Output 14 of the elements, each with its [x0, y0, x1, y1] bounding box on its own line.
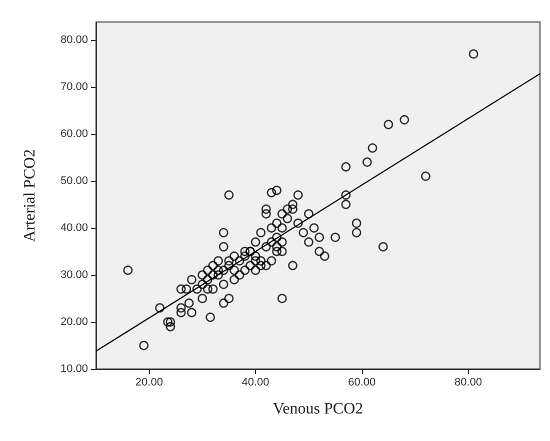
- y-tick-label: 30.00: [60, 268, 88, 281]
- x-tick-label: 40.00: [242, 376, 270, 388]
- y-tick-label: 80.00: [60, 34, 88, 46]
- x-tick-label: 80.00: [454, 376, 482, 388]
- x-axis-title: Venous PCO2: [272, 400, 364, 418]
- y-tick-label: 20.00: [60, 316, 88, 328]
- y-tick-label: 50.00: [60, 174, 88, 187]
- y-tick-label: 40.00: [60, 222, 88, 234]
- y-tick-label: 60.00: [60, 128, 88, 140]
- y-tick-label: 70.00: [60, 80, 88, 93]
- y-tick-label: 10.00: [60, 363, 88, 375]
- x-tick-label: 20.00: [135, 376, 163, 388]
- x-tick-label: 60.00: [348, 376, 376, 388]
- y-axis-title: Arterial PCO2: [22, 149, 38, 242]
